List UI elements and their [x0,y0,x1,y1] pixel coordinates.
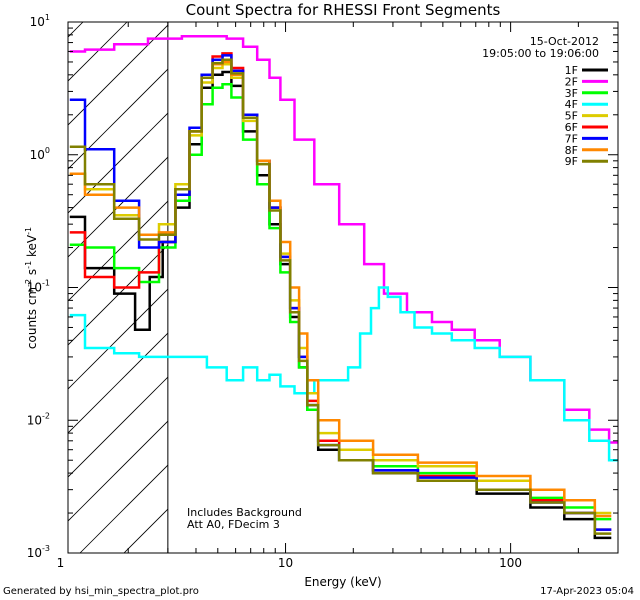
footer-timestamp: 17-Apr-2023 05:04 [540,586,634,597]
x-tick-labels: 1 10 100 [57,556,522,570]
y-tick-label-1: 10-2 [27,411,50,427]
legend-label-2F: 2F [565,75,578,88]
series-7F-line [69,54,612,531]
legend-label-8F: 8F [565,144,578,157]
time-range-label: 19:05:00 to 19:06:00 [482,47,599,60]
series-layer [69,35,618,540]
legend-label-1F: 1F [565,64,578,77]
hatch-line-6 [68,156,168,258]
hatch-line-4 [68,68,168,170]
hatch-line-2 [68,22,128,82]
series-4F-line [69,286,618,462]
series-1F-line [69,70,612,540]
hatch-line-7 [68,200,168,302]
series-6F-line [69,52,612,531]
legend-label-4F: 4F [565,98,578,111]
y-tick-labels: 10-3 10-2 10-1 100 101 [27,13,50,560]
legend-label-5F: 5F [565,110,578,123]
legend-label-9F: 9F [565,155,578,168]
y-tick-label-2: 10-1 [27,279,50,295]
x-tick-label-0: 1 [57,556,65,570]
y-tick-label-0: 10-3 [27,544,50,560]
hatch-line-3 [68,24,168,126]
y-axis-label: counts cm-2 s-1 keV-1 [24,227,39,349]
hatch-line-9 [68,288,168,390]
annotation-attenuator: Att A0, FDecim 3 [187,518,280,531]
x-tick-label-2: 100 [499,556,522,570]
hatch-line-13 [79,464,168,553]
hatch-line-12 [68,420,168,522]
legend-label-3F: 3F [565,87,578,100]
date-label: 15-Oct-2012 [530,35,599,48]
hatch-line-8 [68,244,168,346]
annotation-background: Includes Background [187,506,302,519]
series-3F-line [69,82,612,521]
legend-label-7F: 7F [565,132,578,145]
hatch-line-11 [68,376,168,478]
series-5F-line [69,63,612,515]
hatched-region [68,22,168,553]
x-tick-label-1: 10 [278,556,293,570]
x-axis-label: Energy (keV) [304,575,381,589]
y-tick-label-4: 101 [30,13,50,29]
axis-ticks [68,22,619,554]
series-9F-line [69,58,612,535]
y-tick-label-3: 100 [30,146,50,162]
chart-title: Count Spectra for RHESSI Front Segments [186,1,501,19]
footer-generated-by: Generated by hsi_min_spectra_plot.pro [3,586,199,597]
legend-label-6F: 6F [565,121,578,134]
